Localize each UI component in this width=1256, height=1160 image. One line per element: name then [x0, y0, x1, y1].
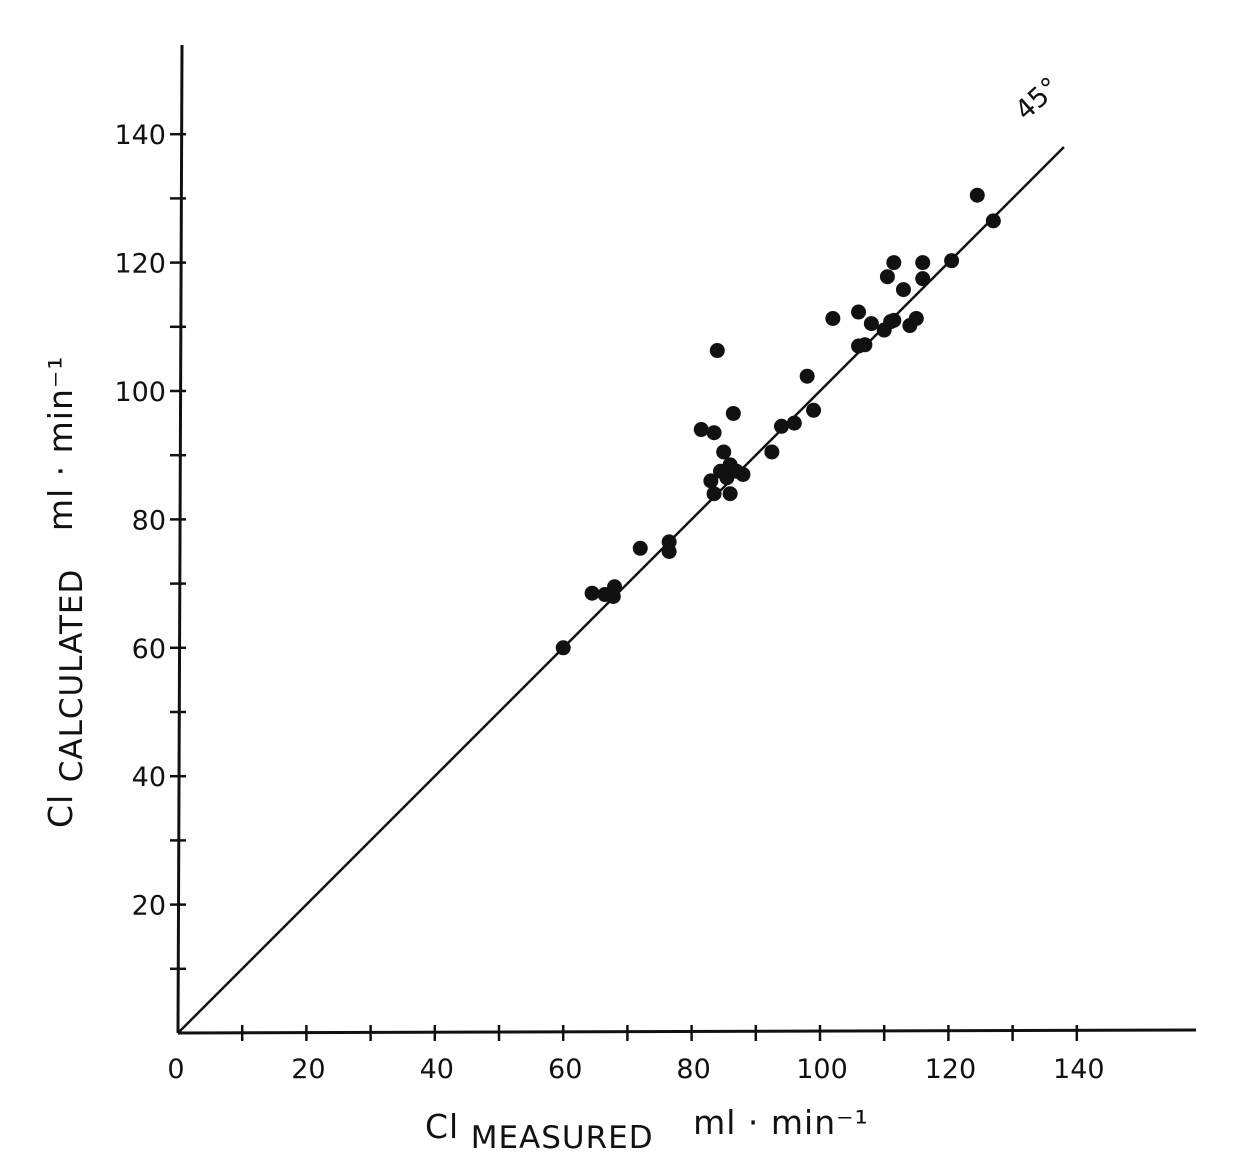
data-point — [879, 269, 895, 285]
y-axis-line — [176, 44, 184, 1034]
data-point — [886, 312, 902, 328]
y-tick-label: 20 — [132, 891, 166, 922]
x-axis-title: Cl MEASURED ml · min⁻¹ — [425, 1103, 869, 1156]
data-point — [915, 255, 931, 271]
data-point — [799, 368, 815, 384]
x-tick-label: 0 — [167, 1054, 184, 1085]
y-tick-label: 80 — [132, 505, 166, 536]
x-tick-label: 100 — [796, 1054, 848, 1085]
data-point — [786, 415, 802, 431]
data-point — [735, 466, 751, 482]
data-point — [661, 534, 677, 550]
reference-line-group: 45° — [177, 72, 1066, 1034]
x-tick-label: 60 — [548, 1054, 582, 1085]
y-axis-title-main: Cl — [41, 794, 80, 828]
reference-line-label: 45° — [1009, 72, 1065, 127]
axes — [176, 44, 1197, 1035]
y-tick-label: 40 — [132, 762, 166, 793]
data-point — [693, 422, 709, 438]
data-point — [584, 585, 600, 601]
data-point — [863, 316, 879, 332]
data-point — [709, 343, 725, 359]
data-point — [886, 255, 902, 271]
data-point — [895, 282, 911, 298]
x-tick-label: 40 — [420, 1054, 454, 1085]
data-point — [825, 310, 841, 326]
data-point — [555, 640, 571, 656]
y-tick-label: 100 — [114, 377, 166, 408]
y-tick-label: 120 — [114, 249, 166, 280]
data-point — [607, 579, 623, 595]
data-point — [908, 310, 924, 326]
axis-tick-labels: 0 20 40 60 80 100 120 140 20 40 60 80 100 120 140 — [114, 120, 1104, 1085]
data-point — [764, 444, 780, 460]
y-tick-label: 140 — [114, 120, 166, 151]
x-axis-title-unit: ml · min⁻¹ — [693, 1103, 869, 1142]
x-tick-label: 120 — [925, 1054, 977, 1085]
data-point — [706, 486, 722, 502]
data-point — [725, 405, 741, 421]
axis-ticks — [170, 132, 1079, 1041]
y-axis-title: Cl CALCULATED ml · min⁻¹ — [41, 355, 90, 828]
y-tick-label: 60 — [132, 634, 166, 665]
data-point — [706, 425, 722, 441]
y-axis-title-sub: CALCULATED — [54, 569, 90, 783]
data-point — [716, 444, 732, 460]
data-point — [944, 253, 960, 269]
data-point — [703, 473, 719, 489]
x-tick-label: 20 — [291, 1054, 325, 1085]
x-axis-title-sub: MEASURED — [471, 1120, 654, 1156]
data-point — [722, 486, 738, 502]
data-points — [555, 187, 1001, 656]
x-tick-label: 140 — [1053, 1054, 1105, 1085]
x-axis-line — [177, 1028, 1197, 1035]
data-point — [985, 213, 1001, 229]
data-point — [851, 304, 867, 320]
y-axis-title-unit: ml · min⁻¹ — [41, 355, 80, 531]
x-axis-title-main: Cl — [425, 1107, 459, 1146]
data-point — [857, 337, 873, 353]
data-point — [969, 187, 985, 203]
data-point — [773, 418, 789, 434]
data-point — [632, 540, 648, 556]
x-tick-label: 80 — [676, 1054, 710, 1085]
data-point — [915, 271, 931, 287]
data-point — [806, 402, 822, 418]
